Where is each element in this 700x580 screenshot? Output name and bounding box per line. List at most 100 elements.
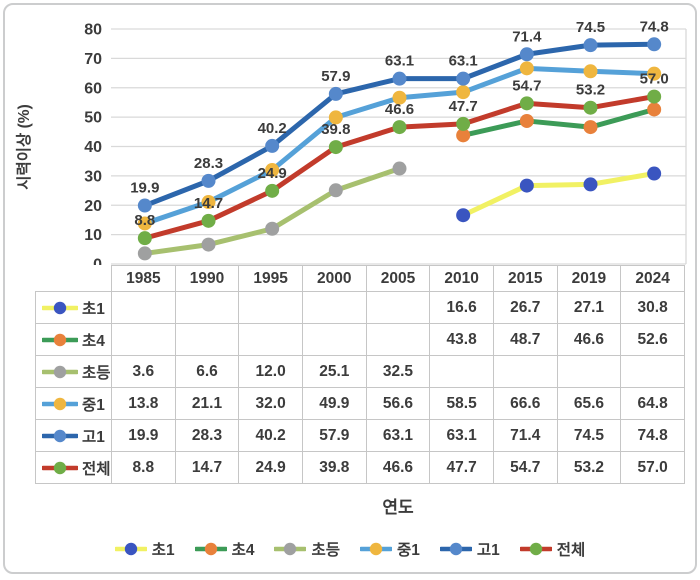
- value-cell: 13.8: [111, 387, 176, 420]
- value-cell: 63.1: [429, 419, 494, 452]
- data-point-marker: [137, 246, 152, 261]
- year-header-cell: 1995: [238, 265, 303, 292]
- year-header-cell: 2010: [429, 265, 494, 292]
- value-cell: 28.3: [174, 419, 240, 452]
- value-cell: [492, 355, 558, 388]
- year-header-cell: 2005: [365, 265, 431, 292]
- legend-item: 전체: [519, 538, 586, 560]
- data-point-marker: [456, 128, 471, 143]
- data-label: 63.1: [385, 53, 414, 70]
- data-point-marker: [647, 102, 662, 117]
- legend-label: 초4: [231, 542, 255, 559]
- y-tick-label: 10: [84, 227, 102, 244]
- legend-item: 초4: [194, 538, 255, 560]
- value-cell: 57.0: [620, 451, 685, 484]
- value-cell: 12.0: [238, 355, 303, 388]
- legend-item: 초등: [274, 538, 340, 560]
- legend-key-icon: [42, 333, 78, 346]
- data-point-marker: [201, 237, 216, 252]
- legend-key-icon: [42, 301, 78, 314]
- data-point-marker: [392, 161, 407, 176]
- data-point-marker: [392, 90, 407, 105]
- y-tick-label: 50: [84, 110, 102, 127]
- legend-item: 초1: [114, 538, 175, 560]
- table-row: 초4 43.8 48.7 46.6 52.6: [35, 323, 685, 356]
- table-row: 고1 19.9 28.3 40.2 57.9 63.1 63.1 71.4 74.5 74.8: [35, 419, 685, 452]
- data-label: 63.1: [449, 53, 478, 70]
- y-tick-label: 30: [84, 168, 102, 185]
- value-cell: 32.0: [238, 387, 303, 420]
- table-row: 중1 13.8 21.1 32.0 49.9 56.6 58.5 66.6 65.6 64.8: [35, 387, 685, 420]
- value-cell: 74.5: [556, 419, 622, 452]
- data-label: 53.2: [576, 82, 605, 99]
- value-cell: 27.1: [556, 291, 622, 324]
- legend-key-icon: [439, 542, 472, 556]
- value-cell: 48.7: [492, 323, 558, 356]
- value-cell: 64.8: [620, 387, 685, 420]
- value-cell: 6.6: [174, 355, 240, 388]
- year-header-cell: 2024: [620, 265, 685, 292]
- data-point-marker: [137, 231, 152, 246]
- data-label: 54.7: [512, 77, 541, 94]
- data-table: 1985 1990 1995 2000 2005 2010 2015 2019 2024 초1 16…: [35, 265, 685, 484]
- value-cell: [429, 355, 494, 388]
- data-point-marker: [456, 208, 471, 223]
- data-label: 28.3: [194, 155, 223, 172]
- line-chart-svg: 0 10 20 30 40 50 60 70 80 시력이상 (%) 19.9 28.3 40.2 57.…: [14, 18, 687, 266]
- value-cell: 46.6: [556, 323, 622, 356]
- chart-card: 0 10 20 30 40 50 60 70 80 시력이상 (%) 19.9 28.3 40.2 57.…: [3, 3, 697, 574]
- value-cell: 52.6: [620, 323, 685, 356]
- y-tick-label: 0: [93, 257, 102, 266]
- table-row: 전체 8.8 14.7 24.9 39.8 46.6 47.7 54.7 53.2 57.0: [35, 451, 685, 484]
- data-label: 24.9: [258, 165, 287, 182]
- legend-label: 고1: [476, 542, 500, 559]
- data-point-marker: [201, 195, 216, 210]
- series-label: 초등: [82, 364, 111, 382]
- legend-key-icon: [519, 542, 552, 556]
- data-label: 40.2: [258, 120, 287, 137]
- value-cell: [174, 323, 240, 356]
- data-point-marker: [456, 85, 471, 100]
- value-cell: 19.9: [111, 419, 176, 452]
- value-cell: 8.8: [111, 451, 176, 484]
- table-row: 초등 3.6 6.6 12.0 25.1 32.5: [35, 355, 685, 388]
- value-cell: 47.7: [429, 451, 494, 484]
- y-tick-label: 20: [84, 198, 102, 215]
- series-line: [460, 106, 657, 138]
- value-cell: 66.6: [492, 387, 558, 420]
- data-point-marker: [583, 38, 598, 53]
- value-cell: 3.6: [111, 355, 176, 388]
- y-tick-label: 70: [84, 51, 102, 68]
- data-point-marker: [519, 96, 534, 111]
- legend-item: 고1: [439, 538, 500, 560]
- data-point-marker: [519, 61, 534, 76]
- legend-key-icon: [42, 429, 78, 442]
- value-cell: [238, 323, 303, 356]
- x-axis-title: 연도: [382, 498, 414, 517]
- data-point-marker: [519, 113, 534, 128]
- value-cell: 46.6: [365, 451, 431, 484]
- value-cell: 16.6: [429, 291, 494, 324]
- value-cell: 32.5: [365, 355, 431, 388]
- series-label-cell: 고1: [35, 419, 112, 452]
- value-cell: [111, 323, 176, 356]
- year-header-cell: 2000: [301, 265, 367, 292]
- data-point-marker: [583, 177, 598, 192]
- series-label-cell: 초1: [35, 291, 112, 324]
- data-point-marker: [456, 71, 471, 86]
- legend-key-icon: [194, 542, 227, 556]
- series-label: 고1: [82, 428, 105, 446]
- value-cell: 53.2: [556, 451, 622, 484]
- data-label: 57.0: [640, 71, 669, 88]
- legend-label: 전체: [556, 542, 586, 559]
- value-cell: 56.6: [365, 387, 431, 420]
- data-point-marker: [519, 47, 534, 62]
- year-header-cell: 1990: [174, 265, 240, 292]
- value-cell: 39.8: [301, 451, 367, 484]
- y-tick-label: 80: [84, 22, 102, 39]
- data-label: 71.4: [512, 28, 542, 45]
- data-point-marker: [201, 213, 216, 228]
- value-cell: 74.8: [620, 419, 685, 452]
- series-label: 중1: [82, 396, 105, 414]
- value-cell: [301, 291, 367, 324]
